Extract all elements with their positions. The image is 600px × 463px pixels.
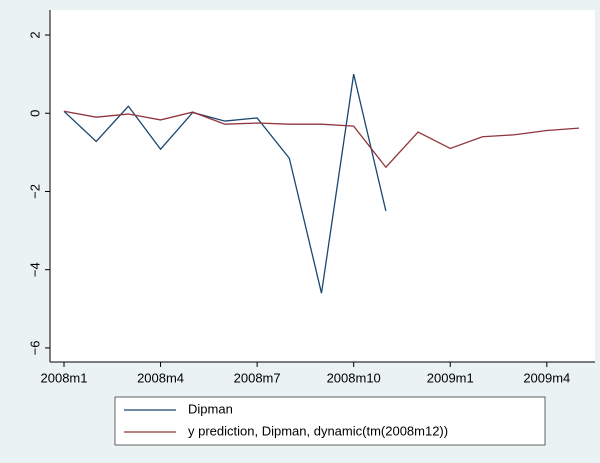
y-tick-label: −4 (27, 262, 42, 277)
legend (114, 396, 546, 446)
y-tick-label: 0 (27, 110, 42, 117)
y-tick-label: −6 (27, 341, 42, 356)
x-tick-label: 2008m4 (137, 370, 184, 385)
x-tick-label: 2008m7 (234, 370, 281, 385)
x-tick-label: 2008m10 (327, 370, 381, 385)
y-tick-label: 2 (27, 31, 42, 38)
series-line (63, 73, 387, 294)
y-tick-label: −2 (27, 184, 42, 199)
series-line (63, 110, 580, 169)
plot-area (50, 10, 595, 362)
legend-label: y prediction, Dipman, dynamic(tm(2008m12… (188, 423, 448, 438)
legend-label: Dipman (188, 401, 233, 416)
x-tick-label: 2009m4 (523, 370, 570, 385)
x-tick-label: 2008m1 (41, 370, 88, 385)
x-tick-label: 2009m1 (427, 370, 474, 385)
